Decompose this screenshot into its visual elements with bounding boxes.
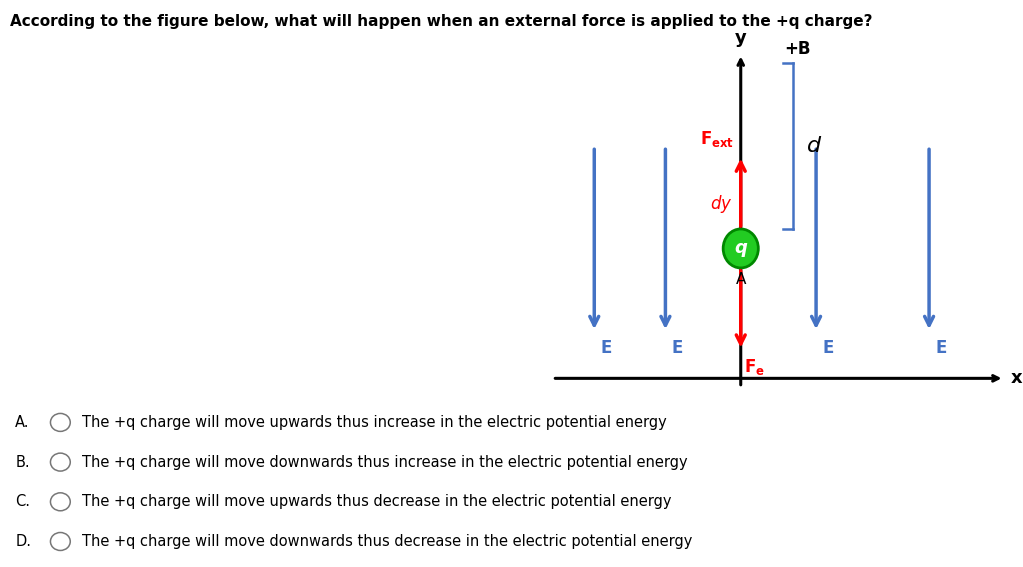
Circle shape (723, 229, 758, 268)
Text: y: y (735, 29, 747, 46)
Text: +B: +B (785, 40, 811, 58)
Text: E: E (672, 339, 683, 357)
Text: $d$: $d$ (806, 136, 821, 156)
Text: $dy$: $dy$ (710, 193, 732, 215)
Text: q: q (735, 239, 747, 257)
Text: $\mathbf{F}_{\mathbf{ext}}$: $\mathbf{F}_{\mathbf{ext}}$ (701, 129, 735, 149)
Text: D.: D. (15, 534, 32, 549)
Text: E: E (935, 339, 946, 357)
Text: The +q charge will move downwards thus decrease in the electric potential energy: The +q charge will move downwards thus d… (82, 534, 693, 549)
Text: B.: B. (15, 455, 30, 469)
Text: The +q charge will move downwards thus increase in the electric potential energy: The +q charge will move downwards thus i… (82, 455, 687, 469)
Text: A: A (736, 272, 746, 287)
Text: C.: C. (15, 494, 31, 509)
Text: $\mathbf{F}_{\mathbf{e}}$: $\mathbf{F}_{\mathbf{e}}$ (744, 357, 765, 378)
Text: x: x (1011, 369, 1022, 387)
Text: According to the figure below, what will happen when an external force is applie: According to the figure below, what will… (10, 14, 873, 29)
Text: The +q charge will move upwards thus decrease in the electric potential energy: The +q charge will move upwards thus dec… (82, 494, 671, 509)
Text: E: E (601, 339, 612, 357)
Text: The +q charge will move upwards thus increase in the electric potential energy: The +q charge will move upwards thus inc… (82, 415, 667, 430)
Text: A.: A. (15, 415, 30, 430)
Text: E: E (822, 339, 834, 357)
